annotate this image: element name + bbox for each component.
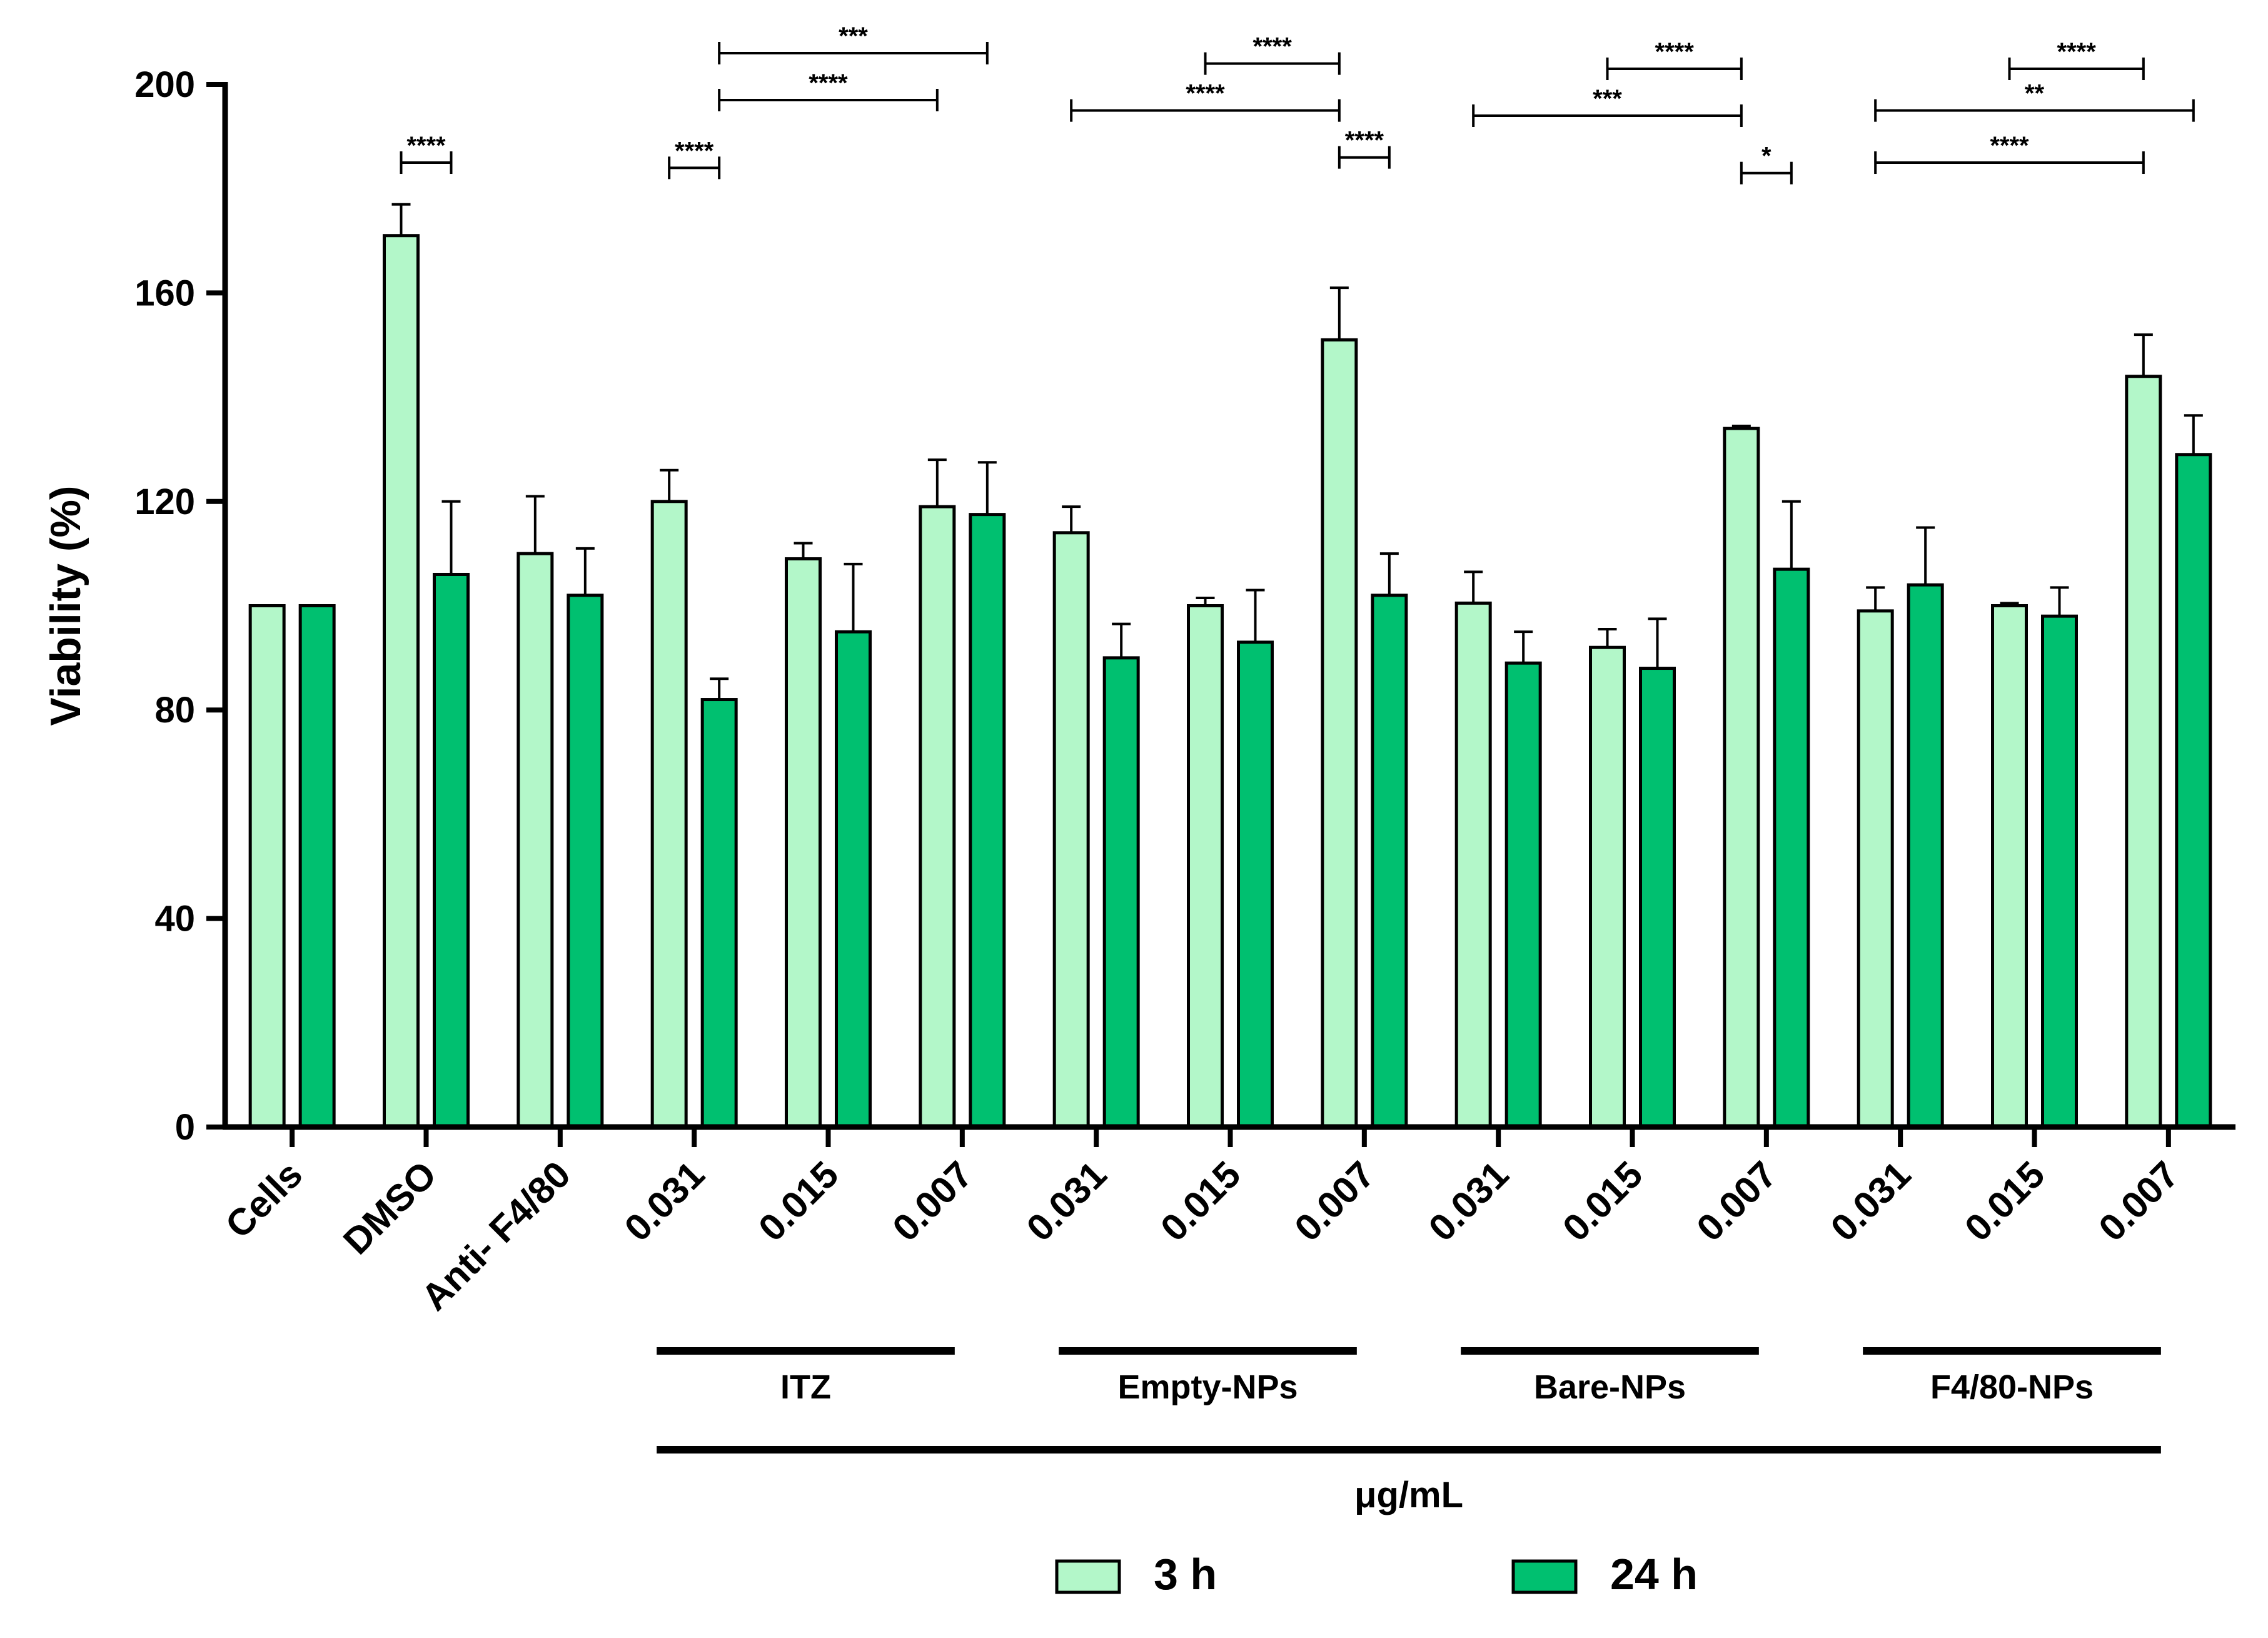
x-tick-label: 0.031 bbox=[617, 1153, 713, 1250]
group-label: Bare-NPs bbox=[1534, 1368, 1686, 1406]
bar bbox=[298, 604, 336, 1129]
x-tick-label: DMSO bbox=[335, 1153, 445, 1263]
y-tick-label: 120 bbox=[134, 482, 195, 522]
significance-label: *** bbox=[839, 23, 868, 50]
significance-label: **** bbox=[675, 137, 714, 164]
bar bbox=[383, 234, 420, 1129]
y-axis-label: Viability (%) bbox=[42, 485, 89, 725]
significance-label: **** bbox=[1345, 127, 1384, 154]
bar bbox=[248, 604, 286, 1129]
y-tick-label: 40 bbox=[154, 899, 195, 939]
x-tick-label: 0.007 bbox=[1286, 1153, 1383, 1250]
legend-label: 3 h bbox=[1154, 1550, 1217, 1599]
bar bbox=[1454, 601, 1492, 1129]
bar bbox=[650, 500, 688, 1129]
significance-label: **** bbox=[1186, 80, 1225, 108]
legend-swatch bbox=[1511, 1559, 1578, 1594]
significance-label: *** bbox=[1593, 85, 1622, 113]
bar bbox=[919, 505, 956, 1129]
significance-label: **** bbox=[809, 69, 848, 97]
group-label: F4/80-NPs bbox=[1930, 1368, 2094, 1406]
y-tick-label: 80 bbox=[154, 690, 195, 731]
x-tick-label: Cells bbox=[218, 1153, 311, 1246]
bar bbox=[1102, 656, 1140, 1129]
significance-label: **** bbox=[406, 132, 446, 159]
legend-label: 24 h bbox=[1610, 1550, 1698, 1599]
bar bbox=[835, 630, 872, 1129]
bar bbox=[2041, 614, 2078, 1129]
bar bbox=[1991, 604, 2028, 1129]
significance-label: * bbox=[1761, 143, 1772, 170]
bar bbox=[517, 552, 554, 1129]
x-tick-label: 0.031 bbox=[1421, 1153, 1517, 1250]
x-tick-label: 0.015 bbox=[750, 1153, 847, 1250]
x-tick-label: 0.007 bbox=[884, 1153, 980, 1250]
bar bbox=[1723, 427, 1760, 1129]
bar bbox=[1052, 531, 1090, 1129]
x-tick-label: 0.031 bbox=[1019, 1153, 1115, 1250]
bar bbox=[1321, 338, 1358, 1129]
bar bbox=[1639, 667, 1676, 1129]
bar bbox=[969, 513, 1006, 1129]
bar bbox=[1187, 604, 1224, 1129]
x-tick-label: 0.031 bbox=[1823, 1153, 1919, 1250]
y-tick-label: 160 bbox=[134, 273, 195, 313]
significance-label: **** bbox=[2057, 38, 2097, 66]
bar bbox=[1589, 645, 1626, 1129]
bar bbox=[1773, 567, 1810, 1129]
x-tick-label: 0.007 bbox=[2090, 1153, 2187, 1250]
significance-label: **** bbox=[1990, 132, 2029, 159]
y-tick-label: 200 bbox=[134, 64, 195, 105]
x-tick-label: 0.007 bbox=[1688, 1153, 1785, 1250]
x-tick-label: 0.015 bbox=[1957, 1153, 2053, 1250]
y-tick-label: 0 bbox=[175, 1107, 195, 1148]
bar bbox=[1857, 609, 1894, 1129]
unit-label: μg/mL bbox=[1354, 1475, 1463, 1515]
bar bbox=[785, 557, 822, 1129]
bar bbox=[1907, 583, 1944, 1129]
bar bbox=[567, 594, 604, 1129]
legend-swatch bbox=[1055, 1559, 1121, 1594]
bar bbox=[433, 572, 470, 1129]
x-tick-label: 0.015 bbox=[1152, 1153, 1249, 1250]
bar bbox=[700, 698, 738, 1129]
bar bbox=[1504, 661, 1542, 1129]
bar bbox=[1371, 594, 1408, 1129]
group-label: Empty-NPs bbox=[1117, 1368, 1298, 1406]
significance-label: **** bbox=[1253, 33, 1293, 61]
x-tick-label: 0.015 bbox=[1555, 1153, 1651, 1250]
significance-label: ** bbox=[2025, 80, 2045, 108]
group-label: ITZ bbox=[780, 1368, 831, 1406]
bar bbox=[2175, 453, 2212, 1129]
significance-label: **** bbox=[1655, 38, 1695, 66]
bar bbox=[2125, 375, 2162, 1129]
bar bbox=[1237, 640, 1274, 1129]
